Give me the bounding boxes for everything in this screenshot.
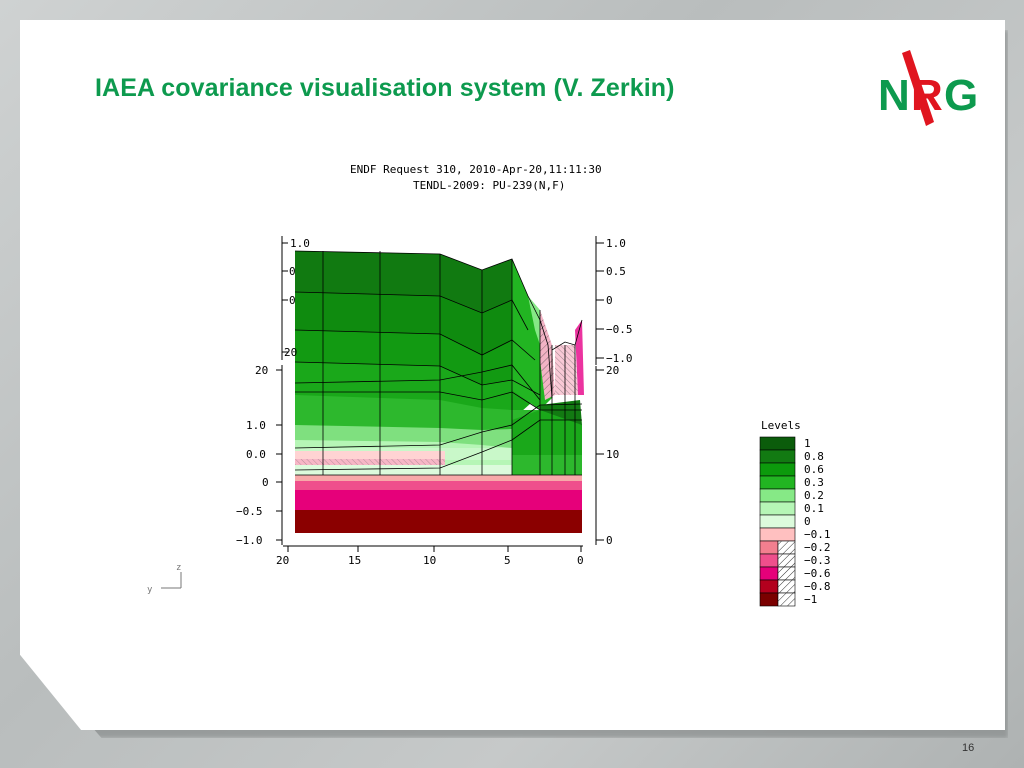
legend-swatch bbox=[759, 449, 796, 464]
legend-label: 1 bbox=[804, 437, 811, 450]
legend-swatch bbox=[759, 553, 779, 568]
logo-slash-mark bbox=[902, 50, 934, 126]
plot-header-line1: ENDF Request 310, 2010-Apr-20,11:11:30 bbox=[350, 163, 602, 176]
legend-label: 0 bbox=[804, 515, 811, 528]
plot-header-line2: TENDL-2009: PU-239(N,F) bbox=[413, 179, 565, 192]
wireframe-grid bbox=[294, 250, 583, 476]
legend-items: 10.80.60.30.20.10−0.1−0.2−0.3−0.6−0.8−1 bbox=[759, 436, 831, 607]
legend-label: 0.8 bbox=[804, 450, 824, 463]
logo-letter-n: N bbox=[878, 71, 910, 120]
legend-swatch bbox=[759, 579, 779, 594]
axis-z-glyph: z bbox=[176, 563, 181, 573]
left-axis-lower: 20 1.0 0.0 0 −0.5 −1.0 bbox=[236, 364, 283, 547]
legend-label: 0.3 bbox=[804, 476, 824, 489]
legend-label: −1 bbox=[804, 593, 817, 606]
legend-swatch bbox=[759, 540, 779, 555]
legend-label: −0.2 bbox=[804, 541, 831, 554]
logo-letter-g: G bbox=[944, 71, 978, 120]
levels-legend: Levels 10.80.60.30.20.10−0.1−0.2−0.3−0.6… bbox=[759, 419, 831, 607]
left-axis-upper: 1.0 0 0 20 bbox=[281, 236, 310, 360]
right-lower-tick-label: 20 bbox=[606, 364, 619, 377]
page-number: 16 bbox=[962, 742, 975, 754]
legend-label: −0.1 bbox=[804, 528, 831, 541]
legend-swatch bbox=[759, 475, 796, 490]
bottom-tick-label: 15 bbox=[348, 554, 361, 567]
legend-hatch-pattern bbox=[778, 541, 795, 554]
axis-orientation-indicator: y z bbox=[147, 563, 182, 595]
legend-hatch-pattern bbox=[778, 567, 795, 580]
right-axis-lower: 20 10 0 bbox=[595, 364, 619, 547]
legend-label: 0.1 bbox=[804, 502, 824, 515]
bottom-tick-label: 5 bbox=[504, 554, 511, 567]
slide-title: IAEA covariance visualisation system (V.… bbox=[95, 74, 675, 102]
right-upper-tick-label: −0.5 bbox=[606, 323, 633, 336]
legend-swatch bbox=[759, 566, 779, 581]
legend-swatch bbox=[759, 462, 796, 477]
legend-swatch bbox=[759, 592, 779, 607]
axis-y-glyph: y bbox=[147, 585, 153, 595]
right-upper-tick-label: 0.5 bbox=[606, 265, 626, 278]
left-lower-tick-label: −1.0 bbox=[236, 534, 263, 547]
bottom-axis: 20 15 10 5 0 bbox=[276, 545, 584, 567]
bottom-tick-label: 0 bbox=[577, 554, 584, 567]
legend-swatch bbox=[759, 514, 796, 529]
legend-label: 0.2 bbox=[804, 489, 824, 502]
surface-back-wall bbox=[295, 251, 540, 468]
left-lower-tick-label: 0.0 bbox=[246, 448, 266, 461]
legend-hatch-pattern bbox=[778, 593, 795, 606]
bottom-tick-label: 20 bbox=[276, 554, 289, 567]
right-upper-tick-label: 1.0 bbox=[606, 237, 626, 250]
left-lower-tick-label: 1.0 bbox=[246, 419, 266, 432]
right-upper-tick-label: 0 bbox=[606, 294, 613, 307]
left-upper-tick-label: 0 bbox=[289, 265, 296, 278]
legend-label: −0.8 bbox=[804, 580, 831, 593]
legend-swatch bbox=[759, 501, 796, 516]
legend-swatch bbox=[759, 488, 796, 503]
left-upper-tick-label: 0 bbox=[289, 294, 296, 307]
bottom-tick-label: 10 bbox=[423, 554, 436, 567]
surface-right-region bbox=[512, 259, 584, 475]
left-lower-tick-label: 0 bbox=[262, 476, 269, 489]
right-lower-tick-label: 0 bbox=[606, 534, 613, 547]
nrg-logo: N G R bbox=[878, 50, 978, 126]
legend-swatch bbox=[759, 527, 796, 542]
right-upper-tick-label: −1.0 bbox=[606, 352, 633, 365]
left-lower-tick-label: −0.5 bbox=[236, 505, 263, 518]
right-axis-upper: 1.0 0.5 0 −0.5 −1.0 bbox=[595, 236, 633, 365]
legend-title: Levels bbox=[761, 419, 801, 432]
surface-lower-bands bbox=[295, 448, 582, 533]
legend-label: 0.6 bbox=[804, 463, 824, 476]
legend-swatch bbox=[759, 436, 796, 451]
right-lower-tick-label: 10 bbox=[606, 448, 619, 461]
left-upper-tick-label: 1.0 bbox=[290, 237, 310, 250]
legend-hatch-pattern bbox=[778, 580, 795, 593]
left-lower-tick-label: 20 bbox=[255, 364, 268, 377]
legend-hatch-pattern bbox=[778, 554, 795, 567]
legend-label: −0.6 bbox=[804, 567, 831, 580]
left-upper-tick-label: 20 bbox=[284, 346, 297, 359]
legend-label: −0.3 bbox=[804, 554, 831, 567]
